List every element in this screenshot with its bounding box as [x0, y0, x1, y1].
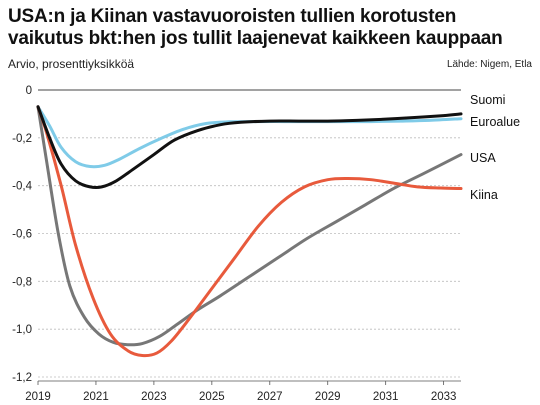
series-line-kiina — [36, 105, 463, 358]
series-labels: Suomi Euroalue USA Kiina — [470, 93, 520, 202]
series-line-euroalue — [36, 105, 463, 169]
x-tick-label: 2023 — [141, 391, 167, 403]
y-tick-labels: 0 -0,2 -0,4 -0,6 -0,8 -1,0 -1,2 — [12, 85, 32, 384]
chart-subtitle: Arvio, prosenttiyksikköä — [8, 57, 135, 71]
x-tick-label: 2021 — [83, 391, 109, 403]
y-tick-label: -0,4 — [12, 181, 32, 193]
series-label-usa: USA — [470, 151, 496, 165]
y-tick-label: -1,2 — [12, 372, 32, 384]
series-label-kiina: Kiina — [470, 188, 498, 202]
y-tick-label: -0,6 — [12, 229, 32, 241]
gridlines — [37, 89, 461, 385]
series-line-suomi — [36, 105, 463, 190]
x-tick-label: 2025 — [199, 391, 225, 403]
y-tick-label: -0,2 — [12, 133, 32, 145]
x-tick-label: 2031 — [373, 391, 399, 403]
x-tick-label: 2029 — [315, 391, 341, 403]
y-tick-label: 0 — [26, 85, 32, 97]
y-tick-label: -1,0 — [12, 324, 32, 336]
x-tick-label: 2033 — [431, 391, 457, 403]
series-lines — [36, 105, 463, 358]
x-tick-labels: 2019 2021 2023 2025 2027 2029 2031 2033 — [25, 391, 456, 403]
chart-title-line-1: USA:n ja Kiinan vastavuoroisten tullien … — [8, 6, 457, 27]
series-label-euroalue: Euroalue — [470, 115, 520, 129]
chart-source: Lähde: Nigem, Etla — [446, 59, 532, 70]
x-tick-label: 2027 — [257, 391, 283, 403]
series-line-usa — [36, 105, 463, 347]
y-tick-label: -0,8 — [12, 276, 32, 288]
series-label-suomi: Suomi — [470, 93, 505, 107]
chart-title-line-2: vaikutus bkt:hen jos tullit laajenevat k… — [8, 28, 503, 49]
chart-title: USA:n ja Kiinan vastavuoroisten tullien … — [8, 6, 538, 50]
x-tick-label: 2019 — [25, 391, 51, 403]
